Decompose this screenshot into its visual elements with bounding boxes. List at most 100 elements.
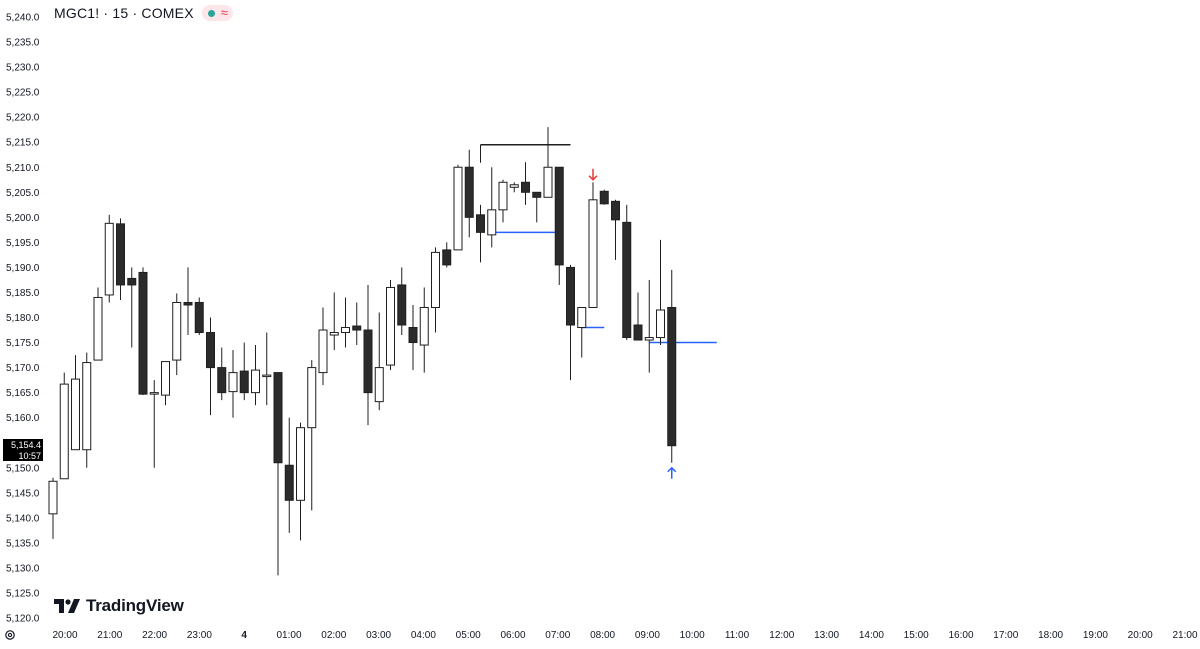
candle-body-up [296, 427, 305, 501]
time-tick-label: 21:00 [97, 630, 122, 641]
candle [487, 167, 497, 248]
time-tick-label: 12:00 [769, 630, 794, 641]
arrow-up-icon [667, 466, 677, 479]
candle-body-up [487, 209, 497, 236]
candle-body-up [104, 222, 114, 296]
time-tick-label: 13:00 [814, 630, 839, 641]
candle-body-down [476, 214, 485, 233]
candle-body-up [318, 329, 328, 374]
candle [419, 287, 429, 373]
candle-body-down [183, 301, 193, 306]
time-tick-label: 07:00 [545, 630, 570, 641]
price-tick-label: 5,120.0 [6, 614, 40, 625]
tradingview-logo-icon [54, 599, 80, 613]
candle [566, 264, 575, 381]
candle [341, 297, 350, 348]
candle-body-down [397, 284, 407, 326]
candle-body-up [498, 181, 508, 211]
tradingview-logo[interactable]: TradingView [54, 595, 184, 617]
candle [183, 267, 193, 336]
time-tick-label: 09:00 [635, 630, 660, 641]
candle-body-down [127, 277, 137, 286]
symbol-title[interactable]: MGC1! · 15 · COMEX [54, 5, 194, 21]
candle [116, 218, 125, 300]
candle-body-up [251, 369, 260, 394]
candle [194, 297, 204, 336]
price-tick-label: 5,200.0 [6, 213, 40, 224]
candle [498, 179, 508, 223]
candle-body-down [566, 266, 575, 326]
candle [138, 267, 148, 396]
candle [476, 204, 485, 263]
candle [611, 199, 620, 260]
candle [104, 214, 114, 303]
candle [296, 422, 305, 541]
candle-body-down [667, 306, 677, 447]
time-tick-label: 21:00 [1172, 630, 1197, 641]
time-axis[interactable]: 20:00 21:00 22:00 23:00 4 01:00 02:00 03:00 04:0… [52, 630, 1200, 641]
level-lines [480, 143, 717, 344]
price-tick-label: 5,220.0 [6, 113, 40, 124]
candle [599, 189, 609, 205]
time-tick-label: 23:00 [187, 630, 212, 641]
candle-body-up [509, 184, 519, 188]
candle-body-up [543, 166, 553, 198]
approx-wave-icon: ≈ [220, 5, 228, 20]
candle [228, 350, 238, 418]
candle-body-down [554, 166, 564, 266]
price-tick-label: 5,185.0 [6, 288, 40, 299]
candle-body-up [329, 332, 339, 336]
candle [307, 360, 317, 511]
candle [262, 332, 272, 406]
time-tick-label: 22:00 [142, 630, 167, 641]
candle-body-up [71, 378, 80, 451]
price-tick-label: 5,130.0 [6, 563, 40, 574]
candle-body-down [408, 327, 418, 344]
price-tick-label: 5,165.0 [6, 388, 40, 399]
candle [82, 352, 92, 468]
candle-body-up [386, 286, 395, 366]
candle-body-down [239, 370, 249, 394]
price-tick-label: 5,225.0 [6, 88, 40, 99]
candle-body-down [194, 301, 204, 334]
status-badge[interactable]: ≈ [201, 5, 233, 21]
bar-countdown: 10:57 [18, 450, 41, 461]
candle-body-down [116, 223, 125, 286]
candle [656, 239, 665, 346]
price-tick-label: 5,210.0 [6, 163, 40, 174]
candle [644, 279, 654, 373]
candle [521, 162, 530, 205]
candle-body-up [48, 480, 58, 515]
candle-body-down [521, 181, 530, 193]
time-tick-label: 08:00 [590, 630, 615, 641]
symbol-legend[interactable]: MGC1! · 15 · COMEX ≈ [54, 4, 233, 22]
candle [363, 284, 373, 426]
candle-body-up [59, 383, 69, 480]
candle-body-up [149, 392, 159, 395]
price-axis[interactable]: 5,120.0 5,125.0 5,130.0 5,135.0 5,140.0 5,145… [6, 13, 40, 625]
candle [59, 372, 69, 480]
chart-settings-button[interactable] [4, 628, 16, 646]
candle-body-down [352, 325, 362, 331]
candle [374, 312, 384, 411]
candle-body-up [341, 327, 350, 334]
candle-body-down [217, 367, 227, 394]
price-tick-label: 5,205.0 [6, 188, 40, 199]
candle [239, 342, 249, 401]
candle [386, 279, 395, 371]
candle [464, 149, 474, 238]
candle [509, 182, 519, 193]
candle-body-down [622, 221, 632, 339]
candle [206, 317, 215, 416]
time-tick-label: 20:00 [52, 630, 77, 641]
arrow-down-icon [588, 168, 598, 181]
candle-body-up [656, 309, 665, 339]
candle-body-up [161, 361, 170, 396]
candle-body-down [138, 271, 148, 395]
candle [284, 417, 294, 533]
candle-body-up [307, 367, 317, 429]
last-price-value: 5,154.4 [10, 440, 41, 450]
time-tick-label: 4 [241, 630, 247, 641]
